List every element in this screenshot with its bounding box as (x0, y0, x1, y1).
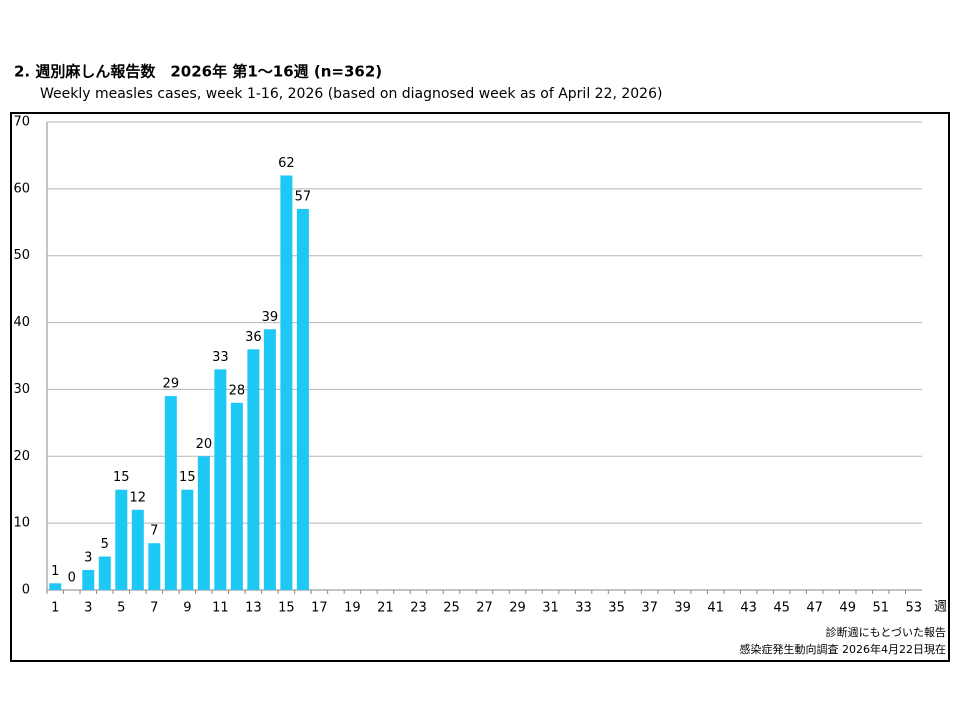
data-label: 5 (101, 537, 109, 552)
data-label: 3 (84, 550, 92, 565)
x-tick-label: 13 (245, 601, 262, 616)
bar (82, 569, 95, 590)
x-tick-label: 7 (150, 601, 158, 616)
data-label: 12 (130, 490, 147, 505)
x-tick-label: 17 (311, 601, 328, 616)
y-tick-label: 60 (13, 181, 30, 196)
x-tick-label: 15 (278, 601, 295, 616)
bar (115, 489, 128, 590)
x-tick-label: 47 (806, 601, 823, 616)
x-tick-label: 39 (674, 601, 691, 616)
x-tick-label: 31 (542, 601, 559, 616)
x-tick-label: 35 (608, 601, 625, 616)
data-label: 36 (245, 330, 262, 345)
y-tick-label: 0 (22, 583, 30, 598)
bar (296, 208, 309, 590)
data-label: 20 (196, 437, 213, 452)
chart-subtitle: Weekly measles cases, week 1-16, 2026 (b… (40, 86, 662, 102)
data-label: 0 (68, 571, 76, 586)
y-tick-label: 50 (13, 248, 30, 263)
x-tick-label: 33 (575, 601, 592, 616)
bar (49, 583, 62, 590)
bar (98, 556, 111, 590)
bar (131, 509, 144, 590)
chart-title: 2. 週別麻しん報告数 2026年 第1～16週 (n=362) (14, 63, 382, 81)
x-tick-label: 41 (707, 601, 724, 616)
y-tick-label: 40 (13, 315, 30, 330)
bar (197, 456, 210, 590)
data-label: 15 (179, 470, 196, 485)
x-tick-label: 29 (509, 601, 526, 616)
y-tick-label: 20 (13, 449, 30, 464)
bar (164, 396, 177, 590)
bar (181, 489, 194, 590)
bar (280, 175, 293, 590)
y-tick-label: 70 (13, 115, 30, 130)
bar (148, 543, 161, 590)
x-tick-label: 21 (377, 601, 394, 616)
x-tick-label: 37 (641, 601, 658, 616)
chart-frame (10, 112, 950, 662)
bar (230, 402, 243, 590)
x-tick-label: 5 (117, 601, 125, 616)
x-tick-label: 25 (443, 601, 460, 616)
x-tick-label: 51 (872, 601, 889, 616)
y-tick-label: 30 (13, 382, 30, 397)
x-tick-label: 1 (51, 601, 59, 616)
x-tick-label: 43 (740, 601, 757, 616)
bar (247, 349, 260, 590)
bar (214, 369, 227, 590)
data-label: 7 (150, 524, 158, 539)
x-tick-label: 11 (212, 601, 229, 616)
note: 感染症発生動向調査 2026年4月22日現在 (740, 642, 947, 656)
x-tick-label: 45 (773, 601, 790, 616)
data-label: 28 (229, 383, 246, 398)
note: 診断週にもとづいた報告 (826, 625, 946, 639)
x-tick-label: 49 (839, 601, 856, 616)
x-tick-label: 23 (410, 601, 427, 616)
data-label: 29 (163, 377, 180, 392)
y-tick-label: 10 (13, 516, 30, 531)
data-label: 33 (212, 350, 229, 365)
x-tick-label: 9 (183, 601, 191, 616)
data-label: 62 (278, 156, 295, 171)
data-label: 39 (262, 310, 279, 325)
x-tick-label: 19 (344, 601, 361, 616)
x-tick-label: 3 (84, 601, 92, 616)
bar (263, 329, 276, 590)
x-tick-label: 27 (476, 601, 493, 616)
data-label: 15 (113, 470, 130, 485)
data-label: 57 (295, 189, 312, 204)
data-label: 1 (51, 564, 59, 579)
x-axis-label: 週 (934, 600, 947, 615)
x-tick-label: 53 (905, 601, 922, 616)
